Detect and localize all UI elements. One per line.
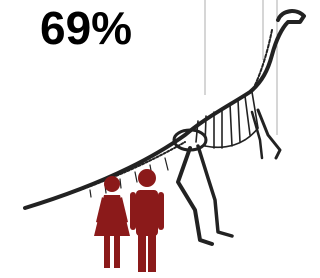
woman-icon <box>94 176 130 268</box>
percentage: 69% <box>40 2 132 54</box>
page: 69% (() => { const data = JSON.parse(doc… <box>0 0 309 278</box>
infographic: 69% <box>0 0 309 278</box>
man-icon <box>130 169 164 272</box>
